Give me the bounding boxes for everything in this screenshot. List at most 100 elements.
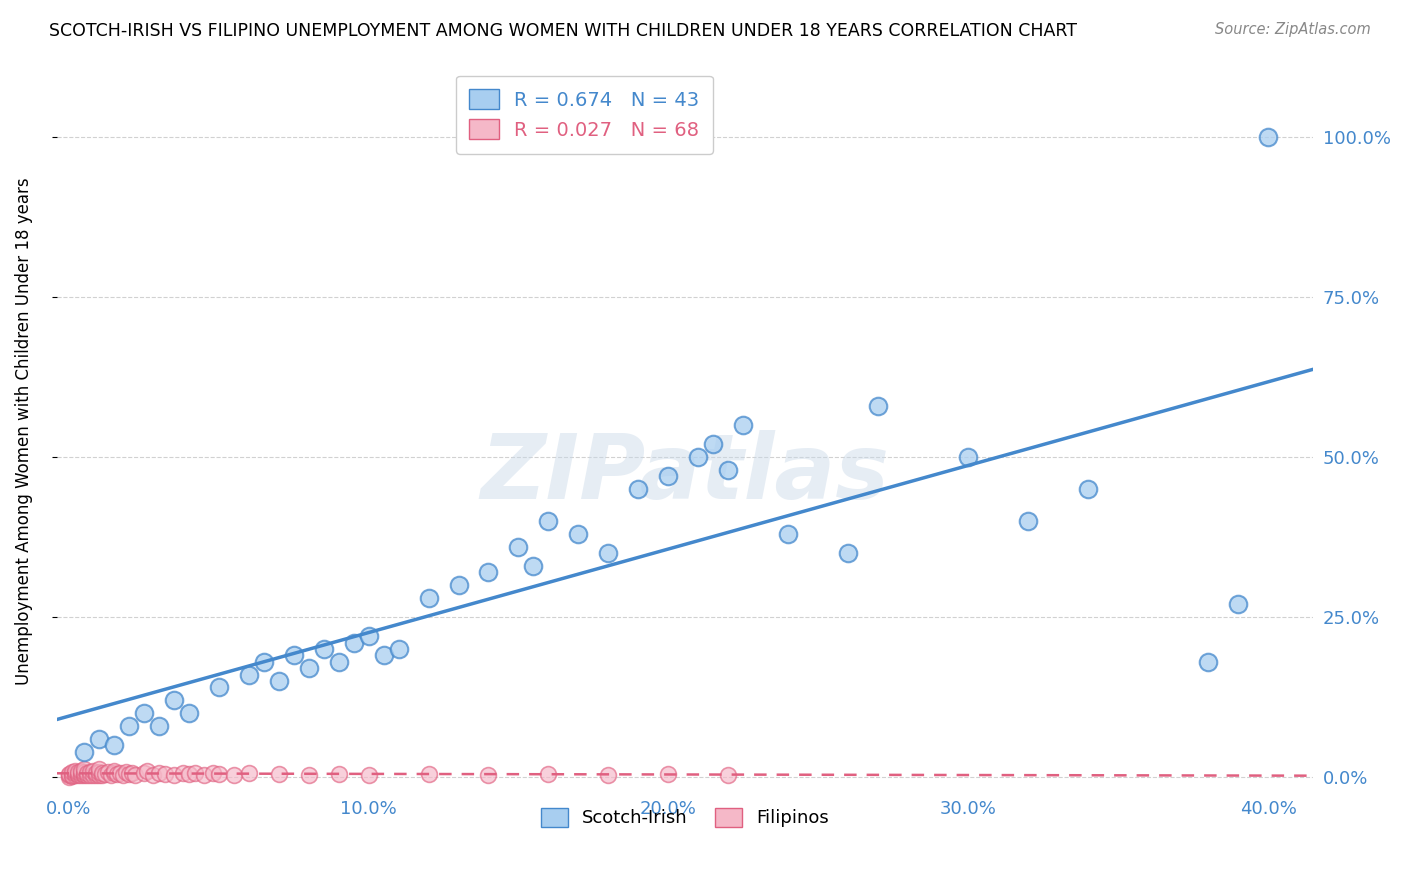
Point — [868, 399, 890, 413]
Point — [283, 648, 305, 663]
Point — [238, 667, 260, 681]
Point — [82, 767, 104, 781]
Point — [84, 768, 107, 782]
Point — [60, 769, 83, 783]
Point — [87, 731, 110, 746]
Text: ZIPatlas: ZIPatlas — [481, 431, 890, 518]
Point — [72, 763, 94, 777]
Point — [778, 527, 800, 541]
Point — [69, 767, 91, 781]
Point — [387, 642, 409, 657]
Point — [58, 767, 80, 781]
Point — [297, 767, 319, 781]
Point — [193, 767, 215, 781]
Point — [114, 764, 136, 779]
Point — [373, 648, 395, 663]
Point — [447, 578, 470, 592]
Point — [1227, 597, 1250, 611]
Point — [627, 482, 650, 496]
Point — [100, 767, 122, 781]
Point — [58, 768, 80, 782]
Point — [66, 764, 89, 779]
Point — [312, 642, 335, 657]
Text: SCOTCH-IRISH VS FILIPINO UNEMPLOYMENT AMONG WOMEN WITH CHILDREN UNDER 18 YEARS C: SCOTCH-IRISH VS FILIPINO UNEMPLOYMENT AM… — [49, 22, 1077, 40]
Legend: Scotch-Irish, Filipinos: Scotch-Irish, Filipinos — [533, 801, 837, 835]
Point — [148, 719, 170, 733]
Point — [172, 766, 194, 780]
Point — [60, 767, 83, 781]
Point — [117, 719, 139, 733]
Point — [567, 527, 589, 541]
Point — [183, 765, 205, 780]
Point — [69, 765, 91, 780]
Point — [111, 767, 134, 781]
Text: Source: ZipAtlas.com: Source: ZipAtlas.com — [1215, 22, 1371, 37]
Point — [357, 767, 380, 781]
Point — [66, 768, 89, 782]
Point — [733, 418, 755, 433]
Point — [63, 764, 86, 778]
Point — [267, 674, 290, 689]
Point — [97, 764, 120, 779]
Point — [1017, 514, 1039, 528]
Point — [124, 767, 146, 781]
Point — [598, 767, 620, 781]
Point — [135, 764, 157, 778]
Point — [267, 767, 290, 781]
Point — [103, 764, 125, 778]
Point — [162, 693, 184, 707]
Point — [537, 767, 560, 781]
Point — [153, 767, 176, 781]
Point — [90, 765, 112, 780]
Point — [132, 766, 155, 780]
Point — [328, 767, 350, 781]
Point — [252, 655, 274, 669]
Point — [82, 764, 104, 779]
Point — [117, 767, 139, 781]
Point — [477, 767, 499, 781]
Point — [357, 629, 380, 643]
Point — [177, 706, 200, 720]
Point — [207, 681, 229, 695]
Point — [717, 463, 740, 477]
Point — [328, 655, 350, 669]
Point — [72, 764, 94, 779]
Point — [108, 765, 131, 780]
Point — [103, 766, 125, 780]
Point — [84, 765, 107, 780]
Point — [90, 768, 112, 782]
Point — [63, 766, 86, 780]
Point — [76, 767, 98, 781]
Point — [688, 450, 710, 464]
Point — [79, 768, 101, 782]
Point — [66, 767, 89, 781]
Point — [418, 591, 440, 605]
Point — [72, 767, 94, 781]
Point — [58, 770, 80, 784]
Point — [121, 765, 143, 780]
Point — [87, 764, 110, 779]
Point — [69, 764, 91, 778]
Point — [103, 738, 125, 752]
Point — [477, 566, 499, 580]
Point — [63, 768, 86, 782]
Point — [1197, 655, 1219, 669]
Point — [957, 450, 980, 464]
Point — [222, 767, 245, 781]
Point — [657, 469, 679, 483]
Y-axis label: Unemployment Among Women with Children Under 18 years: Unemployment Among Women with Children U… — [15, 178, 32, 685]
Point — [837, 546, 859, 560]
Point — [72, 768, 94, 782]
Point — [105, 767, 128, 781]
Point — [60, 764, 83, 779]
Point — [72, 744, 94, 758]
Point — [87, 763, 110, 777]
Point — [238, 766, 260, 780]
Point — [702, 437, 724, 451]
Point — [598, 546, 620, 560]
Point — [297, 661, 319, 675]
Point — [162, 767, 184, 781]
Point — [142, 767, 165, 781]
Point — [508, 540, 530, 554]
Point — [148, 765, 170, 780]
